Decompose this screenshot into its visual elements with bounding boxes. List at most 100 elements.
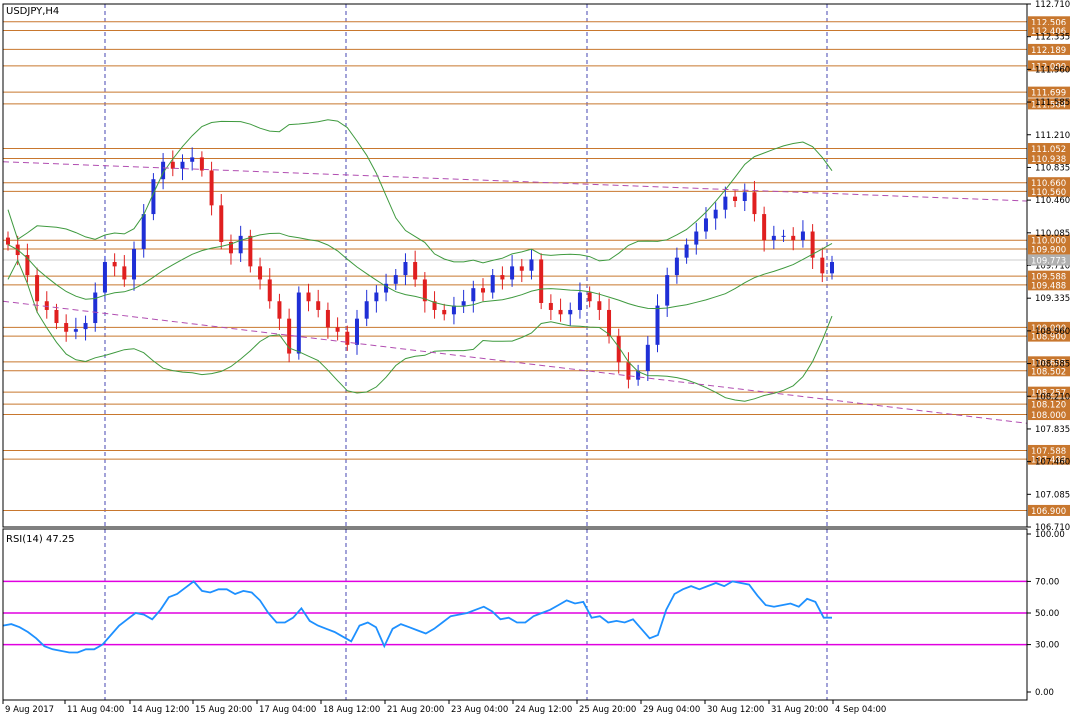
candle-body	[219, 205, 224, 242]
candle-body	[6, 237, 10, 245]
level-price-tag	[1028, 504, 1070, 516]
candle-body	[510, 266, 515, 280]
rsi-tick-label: 50.00	[1035, 609, 1059, 619]
price-tick-label: 110.460	[1035, 196, 1070, 206]
time-tick-label: 21 Aug 20:00	[387, 705, 444, 715]
candle-body	[413, 262, 418, 280]
candle-body	[558, 309, 563, 315]
candle-body	[694, 231, 699, 245]
level-price-label: 107.488	[1031, 456, 1066, 466]
candle-body	[325, 309, 330, 328]
candle-body	[132, 248, 137, 280]
candle-body	[54, 309, 59, 324]
rsi-tick-label: 70.00	[1035, 577, 1059, 587]
level-price-tag	[1028, 444, 1070, 456]
level-price-label: 109.000	[1031, 324, 1066, 334]
bollinger-middle-band	[7, 232, 833, 310]
level-price-tag	[1028, 243, 1070, 255]
candle-body	[354, 318, 359, 345]
level-price-label: 108.605	[1031, 358, 1066, 368]
level-price-tag	[1028, 321, 1070, 333]
candle-body	[626, 362, 631, 380]
candle-body	[442, 309, 447, 315]
candle-body	[403, 262, 408, 276]
price-tick-label: 112.710	[1035, 0, 1070, 10]
time-tick-label: 25 Aug 20:00	[579, 705, 636, 715]
candle-body	[674, 257, 679, 276]
level-price-tag	[1028, 234, 1070, 246]
candle-body	[248, 235, 253, 267]
level-price-tag	[1028, 398, 1070, 410]
time-tick-label: 11 Aug 04:00	[67, 705, 124, 715]
candle-body	[209, 170, 214, 206]
candle-body	[500, 275, 505, 280]
candle-body	[316, 301, 321, 310]
candle-body	[180, 161, 185, 169]
level-price-tag	[1028, 16, 1070, 28]
candle-body	[199, 157, 204, 171]
level-price-tag	[1028, 409, 1070, 421]
candle-body	[112, 262, 117, 267]
level-price-label: 109.588	[1031, 273, 1066, 283]
candle-body	[93, 292, 98, 324]
bollinger-lower-band	[7, 259, 833, 402]
level-price-tag	[1028, 185, 1070, 197]
candle-body	[44, 301, 49, 310]
level-price-tag	[1028, 356, 1070, 368]
level-price-label: 111.564	[1031, 100, 1066, 110]
level-price-label: 107.588	[1031, 447, 1066, 457]
level-price-label: 112.506	[1031, 18, 1066, 28]
bollinger-upper-band	[7, 119, 833, 264]
candle-body	[791, 235, 796, 241]
level-price-label: 109.488	[1031, 281, 1066, 291]
candle-body	[568, 309, 573, 315]
rsi-title: RSI(14) 47.25	[6, 534, 75, 545]
candle-body	[170, 161, 175, 169]
candle-body	[762, 214, 767, 241]
candle-body	[587, 292, 592, 302]
candle-body	[636, 370, 641, 380]
price-tick-label: 109.335	[1035, 294, 1070, 304]
time-tick-label: 4 Sep 04:00	[835, 705, 886, 715]
candle-body	[539, 259, 544, 303]
level-price-tag	[1028, 98, 1070, 110]
level-price-tag	[1028, 453, 1070, 465]
price-tick-label: 108.210	[1035, 392, 1070, 402]
level-price-label: 110.000	[1031, 237, 1066, 247]
candle-body	[306, 292, 311, 302]
price-tick-label: 109.710	[1035, 262, 1070, 272]
candle-body	[519, 266, 524, 271]
candle-body	[723, 196, 728, 210]
price-tick-label: 111.210	[1035, 131, 1070, 141]
candle-body	[83, 323, 88, 330]
candle-body	[258, 266, 263, 280]
candle-body	[151, 179, 156, 215]
time-tick-label: 18 Aug 12:00	[323, 705, 380, 715]
candle-body	[781, 235, 786, 237]
candle-body	[616, 336, 621, 363]
price-panel-frame	[2, 3, 1028, 528]
candle-body	[432, 301, 437, 310]
candle-body	[645, 344, 650, 371]
price-tick-label: 107.460	[1035, 458, 1070, 468]
candle-body	[35, 275, 40, 302]
candle-body	[335, 327, 340, 332]
level-price-tag	[1028, 143, 1070, 155]
level-price-tag	[1028, 365, 1070, 377]
candle-body	[461, 301, 466, 306]
time-tick-label: 23 Aug 04:00	[451, 705, 508, 715]
candle-body	[548, 302, 553, 310]
level-price-tag	[1028, 60, 1070, 72]
level-price-label: 108.120	[1031, 401, 1066, 411]
candle-body	[73, 329, 78, 332]
time-tick-label: 31 Aug 20:00	[771, 705, 828, 715]
rsi-line	[2, 580, 832, 654]
price-tick-label: 110.835	[1035, 163, 1070, 173]
time-tick-label: 14 Aug 12:00	[132, 705, 189, 715]
candle-body	[830, 262, 834, 274]
rsi-tick-label: 30.00	[1035, 641, 1059, 651]
level-price-label: 109.900	[1031, 245, 1066, 255]
candle-body	[529, 259, 534, 271]
